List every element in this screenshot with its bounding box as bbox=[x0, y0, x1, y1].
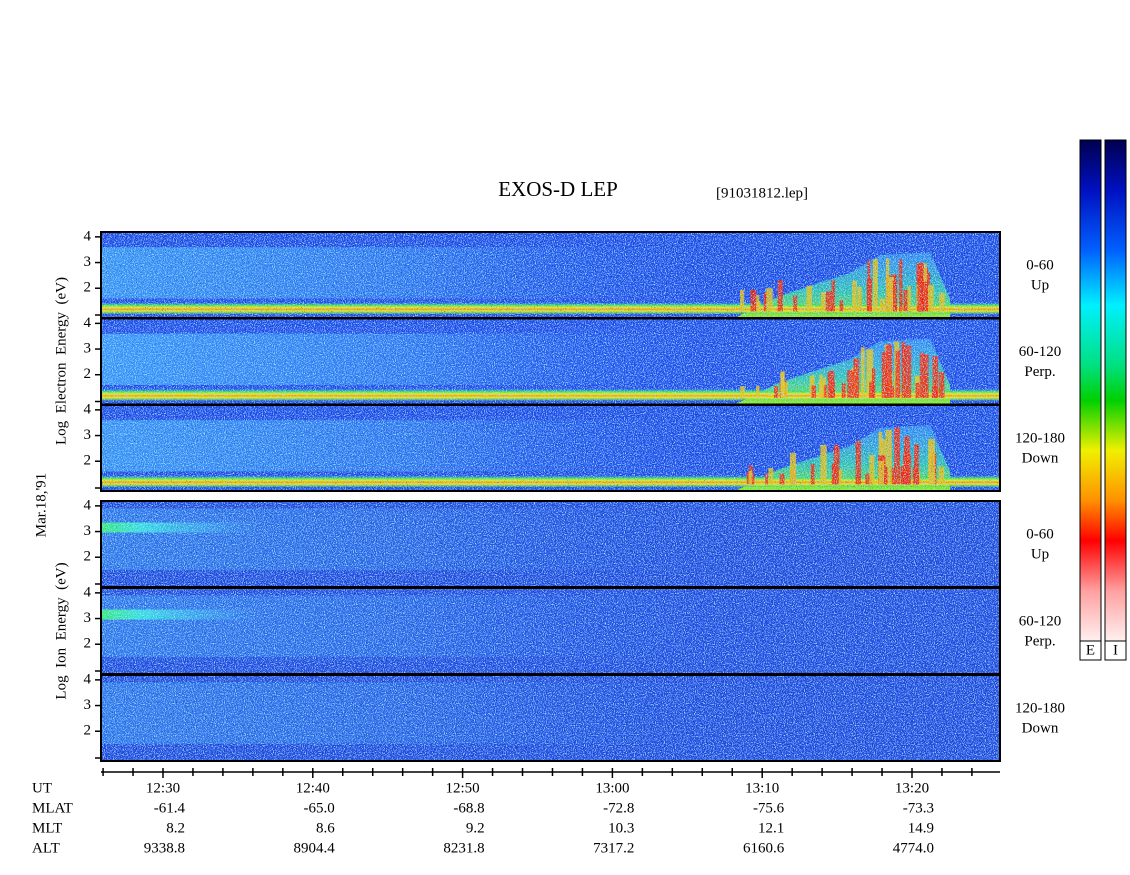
y-tick-label: 2 bbox=[84, 366, 92, 382]
ephemeris-value: 8904.4 bbox=[294, 840, 336, 856]
row-name: MLT bbox=[32, 820, 62, 836]
panels: 2 3 4 0-60 Up 2 3 4 60-120 Perp. 2 3 4 120-180 Down 2 3 4… bbox=[84, 228, 1065, 762]
y-tick-label: 3 bbox=[84, 254, 92, 270]
y-tick-label: 2 bbox=[84, 723, 92, 739]
ephemeris-value: 4774.0 bbox=[893, 840, 934, 856]
ephemeris-value: 9.2 bbox=[466, 820, 485, 836]
ephemeris-value: 8.2 bbox=[166, 820, 185, 836]
colorbar bbox=[1104, 139, 1127, 642]
electron-panel: 2 3 4 0-60 Up bbox=[84, 228, 1054, 319]
dropouts bbox=[101, 501, 1000, 587]
y-tick-label: 3 bbox=[84, 697, 92, 713]
pitch-direction: Perp. bbox=[1024, 633, 1055, 649]
y-tick-label: 3 bbox=[84, 427, 92, 443]
colorbar-label: E bbox=[1086, 642, 1095, 658]
y-tick-label: 4 bbox=[84, 584, 92, 600]
y-tick-label: 4 bbox=[84, 228, 92, 244]
y-tick-label: 2 bbox=[84, 280, 92, 296]
spectrogram bbox=[101, 405, 1000, 491]
speckle bbox=[101, 318, 1000, 405]
spectrogram bbox=[101, 675, 1000, 761]
panel-frame bbox=[100, 404, 1001, 492]
pitch-direction: Up bbox=[1031, 546, 1049, 562]
y-tick-label: 4 bbox=[84, 497, 92, 513]
time-axis: UT 12:30 12:40 12:50 13:00 13:10 13:20 MLAT -61.… bbox=[32, 768, 1000, 856]
dropouts bbox=[101, 232, 1000, 318]
y-tick-label: 4 bbox=[84, 315, 92, 331]
row-name: ALT bbox=[32, 840, 60, 856]
title: EXOS-D LEP bbox=[498, 177, 618, 201]
ephemeris-value: 12.1 bbox=[758, 820, 784, 836]
ephemeris-value: 6160.6 bbox=[743, 840, 785, 856]
dropouts bbox=[101, 405, 1000, 491]
dropouts bbox=[101, 675, 1000, 761]
y-tick-label: 4 bbox=[84, 671, 92, 687]
colorbar-label-box bbox=[1104, 640, 1127, 661]
ephemeris-value: 10.3 bbox=[608, 820, 634, 836]
ion-panel: 2 3 4 120-180 Down bbox=[84, 671, 1065, 762]
ephemeris-value: 14.9 bbox=[908, 820, 934, 836]
pitch-direction: Down bbox=[1022, 720, 1059, 736]
electron-panel: 2 3 4 120-180 Down bbox=[84, 401, 1065, 492]
date: Mar.18,'91 bbox=[33, 473, 49, 537]
spectrogram bbox=[101, 232, 1000, 318]
file-name: [91031812.lep] bbox=[716, 185, 808, 201]
ephemeris-value: -61.4 bbox=[154, 800, 186, 816]
ephemeris-value: 8.6 bbox=[316, 820, 335, 836]
pitch-direction: Up bbox=[1031, 277, 1049, 293]
y-tick-label: 2 bbox=[84, 549, 92, 565]
row-name: MLAT bbox=[32, 800, 73, 816]
ephemeris-value: 9338.8 bbox=[144, 840, 185, 856]
ion-panel: 2 3 4 60-120 Perp. bbox=[84, 584, 1062, 675]
pitch-range: 0-60 bbox=[1026, 257, 1054, 273]
electron-axis-label: Log Electron Energy (eV) bbox=[53, 277, 69, 445]
y-tick-label: 3 bbox=[84, 340, 92, 356]
electron-panel: 2 3 4 60-120 Perp. bbox=[84, 315, 1062, 406]
dropouts bbox=[101, 588, 1000, 674]
pitch-range: 120-180 bbox=[1015, 700, 1065, 716]
ephemeris-value: -68.8 bbox=[453, 800, 484, 816]
ephemeris-value: -75.6 bbox=[753, 800, 785, 816]
ut-label: 12:40 bbox=[296, 780, 330, 796]
spectrogram bbox=[101, 588, 1000, 674]
row-name: UT bbox=[32, 780, 52, 796]
colorbar-label: I bbox=[1113, 642, 1118, 658]
ut-label: 13:20 bbox=[895, 780, 929, 796]
ephemeris-value: -65.0 bbox=[304, 800, 335, 816]
ephemeris-value: -72.8 bbox=[603, 800, 634, 816]
ut-label: 12:50 bbox=[446, 780, 480, 796]
y-tick-label: 3 bbox=[84, 610, 92, 626]
ut-label: 13:10 bbox=[745, 780, 779, 796]
spectrogram bbox=[101, 318, 1000, 405]
pitch-direction: Down bbox=[1022, 450, 1059, 466]
ut-label: 12:30 bbox=[146, 780, 180, 796]
spectrogram bbox=[101, 501, 1000, 587]
ion-axis-label: Log Ion Energy (eV) bbox=[53, 562, 69, 699]
pitch-range: 120-180 bbox=[1015, 430, 1065, 446]
panel-frame bbox=[100, 674, 1001, 762]
ephemeris-value: -73.3 bbox=[903, 800, 934, 816]
colorbar-label-box bbox=[1079, 640, 1102, 661]
y-tick-label: 2 bbox=[84, 453, 92, 469]
colorbar bbox=[1079, 139, 1102, 642]
pitch-range: 60-120 bbox=[1019, 613, 1062, 629]
ephemeris-value: 7317.2 bbox=[593, 840, 634, 856]
pitch-range: 0-60 bbox=[1026, 526, 1054, 542]
pitch-range: 60-120 bbox=[1019, 344, 1062, 360]
ion-panel: 2 3 4 0-60 Up bbox=[84, 497, 1054, 588]
ephemeris-value: 8231.8 bbox=[443, 840, 484, 856]
pitch-direction: Perp. bbox=[1024, 364, 1055, 380]
y-tick-label: 3 bbox=[84, 523, 92, 539]
y-tick-label: 2 bbox=[84, 636, 92, 652]
ut-label: 13:00 bbox=[595, 780, 629, 796]
y-tick-label: 4 bbox=[84, 401, 92, 417]
